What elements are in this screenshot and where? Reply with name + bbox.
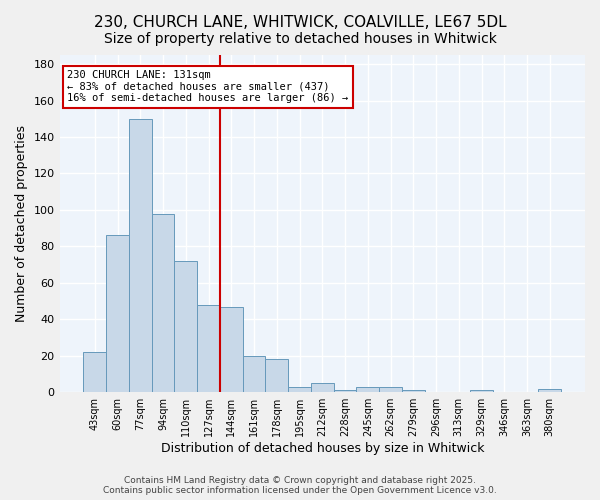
Bar: [175, 261, 197, 392]
Text: Contains HM Land Registry data © Crown copyright and database right 2025.
Contai: Contains HM Land Registry data © Crown c…: [103, 476, 497, 495]
Bar: [379, 386, 402, 392]
Bar: [220, 306, 242, 392]
Bar: [470, 390, 493, 392]
Bar: [83, 352, 106, 392]
Bar: [197, 304, 220, 392]
Bar: [242, 356, 265, 392]
Bar: [152, 214, 175, 392]
Bar: [265, 360, 288, 392]
Bar: [402, 390, 425, 392]
X-axis label: Distribution of detached houses by size in Whitwick: Distribution of detached houses by size …: [161, 442, 484, 455]
Text: 230 CHURCH LANE: 131sqm
← 83% of detached houses are smaller (437)
16% of semi-d: 230 CHURCH LANE: 131sqm ← 83% of detache…: [67, 70, 349, 103]
Bar: [106, 236, 129, 392]
Y-axis label: Number of detached properties: Number of detached properties: [15, 125, 28, 322]
Bar: [356, 386, 379, 392]
Bar: [129, 119, 152, 392]
Text: 230, CHURCH LANE, WHITWICK, COALVILLE, LE67 5DL: 230, CHURCH LANE, WHITWICK, COALVILLE, L…: [94, 15, 506, 30]
Bar: [334, 390, 356, 392]
Bar: [288, 386, 311, 392]
Bar: [311, 383, 334, 392]
Text: Size of property relative to detached houses in Whitwick: Size of property relative to detached ho…: [104, 32, 496, 46]
Bar: [538, 388, 561, 392]
